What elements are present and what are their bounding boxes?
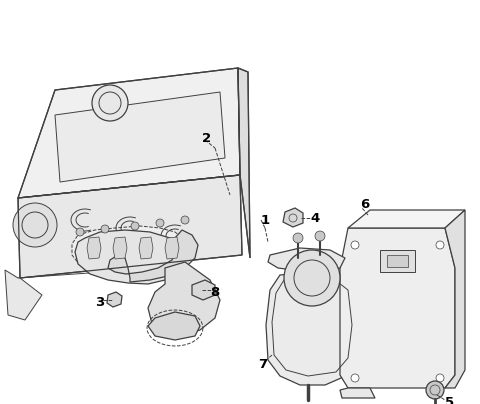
Polygon shape bbox=[268, 248, 345, 272]
Polygon shape bbox=[139, 237, 153, 259]
Polygon shape bbox=[165, 237, 179, 259]
Polygon shape bbox=[148, 312, 200, 340]
Circle shape bbox=[284, 250, 340, 306]
Text: 8: 8 bbox=[210, 286, 220, 299]
Circle shape bbox=[315, 231, 325, 241]
Text: 7: 7 bbox=[258, 358, 267, 372]
Polygon shape bbox=[75, 230, 185, 284]
Polygon shape bbox=[387, 255, 408, 267]
Polygon shape bbox=[20, 70, 240, 195]
Circle shape bbox=[156, 219, 164, 227]
Polygon shape bbox=[340, 388, 375, 398]
Polygon shape bbox=[348, 210, 465, 228]
Circle shape bbox=[101, 225, 109, 233]
Polygon shape bbox=[108, 230, 198, 282]
Polygon shape bbox=[266, 270, 360, 385]
Circle shape bbox=[92, 85, 128, 121]
Text: 1: 1 bbox=[261, 213, 270, 227]
Circle shape bbox=[436, 241, 444, 249]
Polygon shape bbox=[55, 92, 225, 182]
Circle shape bbox=[293, 233, 303, 243]
Circle shape bbox=[181, 216, 189, 224]
Text: 6: 6 bbox=[360, 198, 370, 210]
Polygon shape bbox=[192, 280, 215, 300]
Text: 3: 3 bbox=[96, 295, 105, 309]
Circle shape bbox=[426, 381, 444, 399]
Polygon shape bbox=[340, 228, 455, 388]
Text: 4: 4 bbox=[311, 212, 320, 225]
Circle shape bbox=[76, 228, 84, 236]
Circle shape bbox=[131, 222, 139, 230]
Polygon shape bbox=[238, 68, 250, 258]
Polygon shape bbox=[113, 237, 127, 259]
Polygon shape bbox=[18, 175, 242, 278]
Text: 2: 2 bbox=[203, 131, 212, 145]
Polygon shape bbox=[18, 68, 240, 198]
Circle shape bbox=[351, 374, 359, 382]
Polygon shape bbox=[87, 237, 101, 259]
Polygon shape bbox=[107, 292, 122, 307]
Polygon shape bbox=[148, 262, 220, 336]
Circle shape bbox=[351, 241, 359, 249]
Circle shape bbox=[436, 374, 444, 382]
Polygon shape bbox=[5, 270, 42, 320]
Polygon shape bbox=[283, 208, 303, 227]
Text: 5: 5 bbox=[445, 396, 455, 404]
Polygon shape bbox=[380, 250, 415, 272]
Circle shape bbox=[13, 203, 57, 247]
Polygon shape bbox=[72, 226, 188, 278]
Polygon shape bbox=[445, 210, 465, 388]
